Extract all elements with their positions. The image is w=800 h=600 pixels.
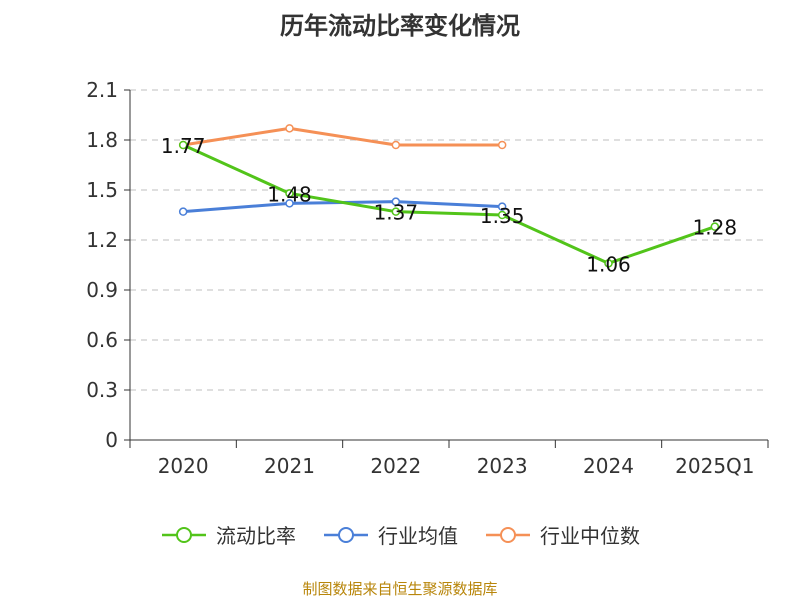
legend-line-marker-icon — [324, 526, 368, 543]
legend-item[interactable]: 行业均值 — [322, 520, 458, 549]
y-tick-label: 0.3 — [86, 378, 118, 402]
grid-lines — [130, 89, 768, 391]
legend-line-marker-icon — [162, 526, 206, 543]
legend-label: 行业中位数 — [540, 524, 640, 548]
series-line-0 — [182, 143, 716, 265]
y-tick-label: 2.1 — [86, 78, 118, 102]
legend-circle — [338, 526, 354, 543]
data-point — [710, 222, 720, 231]
x-tick-label: 2023 — [477, 454, 528, 478]
data-point — [391, 140, 401, 150]
data-point — [391, 207, 401, 216]
y-tick-label: 0 — [105, 428, 118, 452]
data-label: 1.35 — [480, 204, 525, 228]
source-note: 制图数据来自恒生聚源数据库 — [302, 580, 498, 598]
y-tick-label: 1.8 — [86, 128, 118, 152]
x-tick-label: 2020 — [158, 454, 209, 478]
legend-item[interactable]: 流动比率 — [160, 520, 296, 549]
y-tick-label: 0.6 — [86, 328, 118, 352]
x-tick-label: 2024 — [583, 454, 634, 478]
data-point — [178, 207, 188, 216]
data-label: 1.28 — [693, 216, 738, 240]
x-tick-label: 2021 — [264, 454, 315, 478]
data-point — [604, 259, 613, 268]
legend-item[interactable]: 行业中位数 — [484, 520, 640, 549]
x-tick-label: 2022 — [370, 454, 421, 478]
legend-label: 流动比率 — [216, 524, 296, 548]
data-point — [497, 202, 507, 211]
data-label: 1.48 — [267, 182, 312, 206]
data-label: 1.06 — [586, 252, 631, 276]
data-point — [391, 197, 401, 206]
legend-line-marker-icon — [486, 526, 530, 543]
data-point — [285, 124, 294, 133]
data-point — [285, 189, 294, 198]
data-point — [285, 199, 294, 208]
legend-circle — [500, 526, 516, 543]
axes: 0 0.3 0.6 0.9 1.2 1.5 1.8 2.1 2020 2021 2022 2023 20… — [86, 78, 769, 478]
series-line-2 — [182, 126, 503, 147]
legend: 流动比率 行业均值 行业中位数 — [0, 520, 800, 549]
data-point — [497, 140, 507, 150]
y-tick-label: 1.5 — [86, 178, 118, 202]
data-label: 1.37 — [374, 201, 419, 225]
legend-label: 行业均值 — [378, 524, 458, 548]
data-point — [497, 210, 507, 220]
data-label: 1.77 — [161, 134, 206, 158]
data-labels: 1.77 1.48 1.37 1.35 1.06 1.28 — [161, 134, 737, 276]
legend-circle — [176, 526, 192, 543]
y-tick-label: 1.2 — [86, 228, 118, 252]
y-tick-label: 0.9 — [86, 278, 118, 302]
series-lines — [178, 124, 720, 268]
x-tick-label: 2025Q1 — [675, 454, 754, 478]
chart-title: 历年流动比率变化情况 — [280, 12, 520, 40]
data-point — [178, 140, 188, 150]
